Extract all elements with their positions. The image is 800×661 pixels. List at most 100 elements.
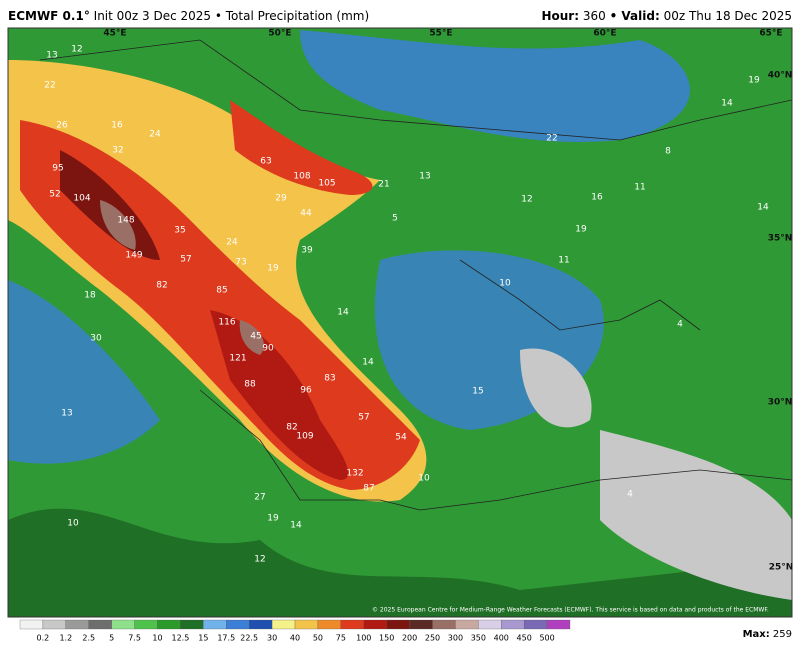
- point-value: 73: [235, 258, 246, 268]
- point-value: 12: [521, 195, 532, 205]
- legend-swatch: [294, 619, 319, 630]
- point-value: 4: [627, 490, 633, 500]
- legend-label: 1.2: [59, 634, 72, 643]
- point-value: 15: [472, 387, 483, 397]
- legend-swatch: [19, 619, 44, 630]
- legend-swatch: [134, 619, 158, 630]
- legend-swatch: [363, 619, 387, 630]
- point-value: 24: [149, 130, 161, 140]
- grid-label: 55°E: [429, 29, 452, 39]
- valid-label: • Valid:: [610, 9, 660, 23]
- hour-label: Hour:: [541, 9, 579, 23]
- point-value: 108: [293, 172, 310, 182]
- point-value: 12: [71, 45, 82, 55]
- point-value: 44: [300, 209, 312, 219]
- point-value: 82: [286, 423, 297, 433]
- grid-label: 50°E: [268, 29, 291, 39]
- point-value: 16: [591, 193, 603, 203]
- legend-label: 150: [379, 634, 394, 643]
- legend-label: 50: [313, 634, 323, 643]
- legend-swatch: [42, 619, 66, 630]
- model: ECMWF 0.1°: [8, 9, 90, 23]
- legend-swatch: [180, 619, 204, 630]
- valid: 00z Thu 18 Dec 2025: [664, 9, 792, 23]
- point-value: 11: [558, 256, 569, 266]
- map: [8, 28, 792, 617]
- legend-label: 7.5: [128, 634, 141, 643]
- point-value: 149: [125, 251, 142, 261]
- point-value: 22: [546, 134, 557, 144]
- legend-swatch: [409, 619, 433, 630]
- legend-label: 12.5: [172, 634, 190, 643]
- point-value: 10: [499, 279, 511, 289]
- point-value: 116: [218, 318, 235, 328]
- point-value: 148: [117, 216, 134, 226]
- point-value: 10: [418, 474, 430, 484]
- point-value: 87: [363, 484, 374, 494]
- point-value: 90: [262, 344, 274, 354]
- hour: 360: [583, 9, 606, 23]
- point-value: 132: [346, 469, 363, 479]
- point-value: 22: [44, 81, 55, 91]
- max-info: Max: 259: [743, 629, 792, 640]
- legend-swatch: [501, 619, 525, 630]
- point-value: 96: [300, 386, 312, 396]
- legend-label: 200: [402, 634, 417, 643]
- point-value: 82: [156, 281, 167, 291]
- point-value: 24: [226, 238, 238, 248]
- point-value: 13: [419, 172, 430, 182]
- legend-label: 15: [198, 634, 208, 643]
- legend-label: 100: [356, 634, 371, 643]
- point-value: 83: [324, 374, 335, 384]
- point-value: 27: [254, 493, 265, 503]
- point-value: 45: [250, 332, 261, 342]
- legend-label: 17.5: [217, 634, 235, 643]
- point-value: 13: [46, 51, 57, 61]
- point-value: 19: [575, 225, 587, 235]
- legend-label: 350: [471, 634, 486, 643]
- legend-swatch: [88, 619, 112, 630]
- grid-label: 45°E: [103, 29, 126, 39]
- map-frame: [7, 27, 793, 618]
- legend-swatch: [157, 619, 181, 630]
- point-value: 54: [395, 433, 407, 443]
- point-value: 8: [665, 147, 671, 157]
- header-left: ECMWF 0.1° Init 00z 3 Dec 2025 • Total P…: [8, 9, 369, 23]
- max-value: 259: [773, 629, 792, 640]
- run-info: Init 00z 3 Dec 2025 • Total Precipitatio…: [94, 9, 370, 23]
- legend-label: 500: [539, 634, 554, 643]
- grid-label: 60°E: [593, 29, 616, 39]
- legend-label: 250: [425, 634, 440, 643]
- legend-swatch: [455, 619, 479, 630]
- point-value: 14: [337, 308, 349, 318]
- legend-swatch: [524, 619, 548, 630]
- point-value: 57: [358, 413, 369, 423]
- point-value: 12: [254, 555, 265, 565]
- point-value: 29: [275, 194, 287, 204]
- point-value: 121: [229, 354, 246, 364]
- point-value: 19: [748, 76, 760, 86]
- point-value: 30: [90, 334, 102, 344]
- legend-label: 5: [109, 634, 114, 643]
- point-value: 4: [677, 320, 683, 330]
- legend-swatch: [317, 619, 341, 630]
- grid-label: 25°N: [769, 563, 794, 573]
- legend-label: 22.5: [240, 634, 258, 643]
- header-right: Hour: 360 • Valid: 00z Thu 18 Dec 2025: [541, 9, 792, 23]
- point-value: 19: [267, 514, 279, 524]
- point-value: 13: [61, 409, 72, 419]
- point-value: 26: [56, 121, 68, 131]
- legend-swatch: [340, 619, 364, 630]
- legend-label: 10: [152, 634, 162, 643]
- legend-label: 40: [290, 634, 300, 643]
- point-value: 21: [378, 180, 389, 190]
- point-value: 105: [318, 179, 335, 189]
- max-label: Max:: [743, 629, 770, 640]
- legend-swatch: [386, 619, 410, 630]
- legend-swatch: [546, 619, 571, 630]
- legend-label: 0.2: [37, 634, 50, 643]
- point-value: 18: [84, 291, 96, 301]
- point-value: 14: [362, 358, 374, 368]
- legend-label: 400: [494, 634, 509, 643]
